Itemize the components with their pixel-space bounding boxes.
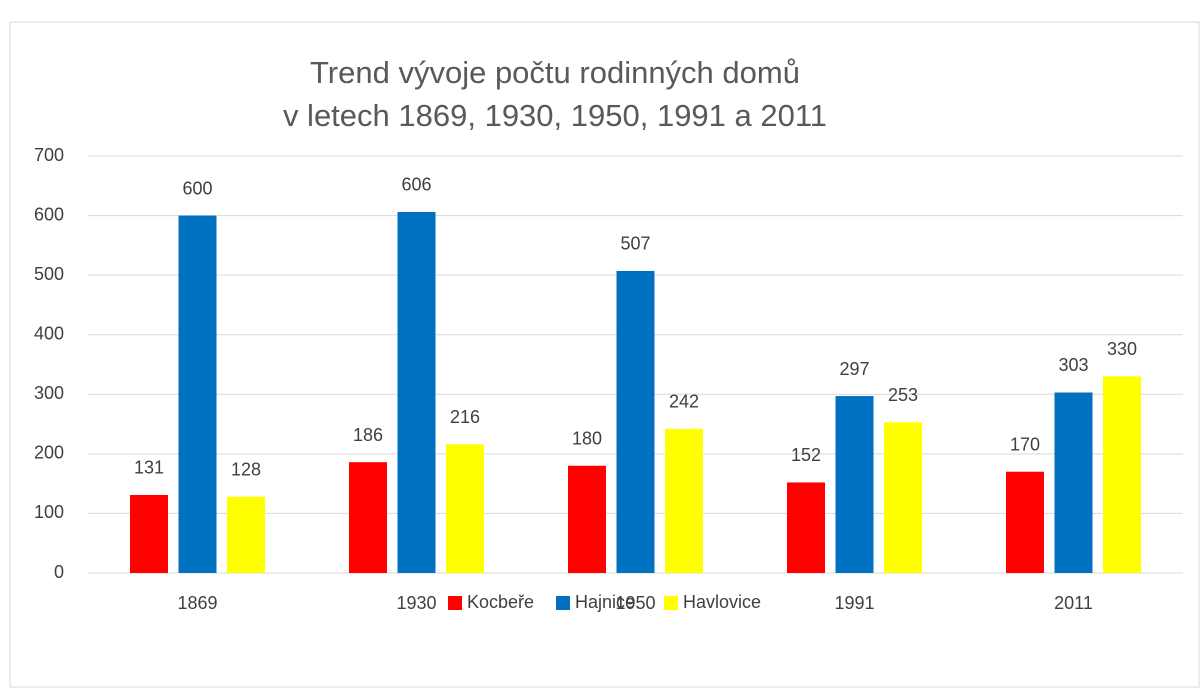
chart-title: Trend vývoje počtu rodinných domů bbox=[310, 55, 800, 90]
bar bbox=[349, 462, 387, 573]
y-tick-label: 600 bbox=[34, 204, 64, 224]
bar bbox=[568, 465, 606, 573]
data-label: 128 bbox=[231, 459, 261, 479]
x-tick-label: 1869 bbox=[177, 593, 217, 613]
bar bbox=[1103, 376, 1141, 573]
bar bbox=[446, 444, 484, 573]
data-label: 507 bbox=[620, 234, 650, 254]
data-label: 170 bbox=[1010, 434, 1040, 454]
y-tick-label: 400 bbox=[34, 323, 64, 343]
data-label: 242 bbox=[669, 392, 699, 412]
bar bbox=[884, 422, 922, 573]
bar bbox=[835, 396, 874, 573]
x-tick-label: 2011 bbox=[1054, 593, 1093, 613]
bar bbox=[178, 215, 217, 574]
legend-swatch bbox=[556, 596, 570, 610]
bar bbox=[227, 496, 265, 573]
x-tick-label: 1991 bbox=[834, 593, 874, 613]
data-label: 131 bbox=[134, 458, 164, 478]
data-label: 152 bbox=[791, 445, 821, 465]
bar bbox=[1054, 392, 1093, 573]
legend-label: Kocbeře bbox=[467, 592, 534, 612]
bar bbox=[665, 428, 703, 573]
y-tick-label: 200 bbox=[34, 443, 64, 463]
data-label: 297 bbox=[839, 359, 869, 379]
chart-title: v letech 1869, 1930, 1950, 1991 a 2011 bbox=[283, 98, 827, 133]
bar bbox=[787, 482, 825, 573]
legend-swatch bbox=[664, 596, 678, 610]
x-tick-label: 1930 bbox=[396, 593, 436, 613]
legend-label: Hajnice bbox=[575, 592, 635, 612]
bar bbox=[130, 494, 168, 573]
y-tick-label: 300 bbox=[34, 383, 64, 403]
bar bbox=[397, 211, 436, 574]
y-tick-label: 0 bbox=[54, 562, 64, 582]
y-tick-label: 700 bbox=[34, 145, 64, 165]
data-label: 303 bbox=[1058, 355, 1088, 375]
data-label: 216 bbox=[450, 407, 480, 427]
bar bbox=[616, 270, 655, 573]
y-tick-label: 500 bbox=[34, 264, 64, 284]
bar bbox=[1006, 471, 1044, 573]
data-label: 186 bbox=[353, 425, 383, 445]
data-label: 330 bbox=[1107, 339, 1137, 359]
data-label: 253 bbox=[888, 385, 918, 405]
data-label: 180 bbox=[572, 429, 602, 449]
y-tick-label: 100 bbox=[34, 502, 64, 522]
data-label: 606 bbox=[401, 175, 431, 195]
data-label: 600 bbox=[182, 178, 212, 198]
legend-swatch bbox=[448, 596, 462, 610]
legend-label: Havlovice bbox=[683, 592, 761, 612]
x-tick-label: 1950 bbox=[615, 593, 655, 613]
